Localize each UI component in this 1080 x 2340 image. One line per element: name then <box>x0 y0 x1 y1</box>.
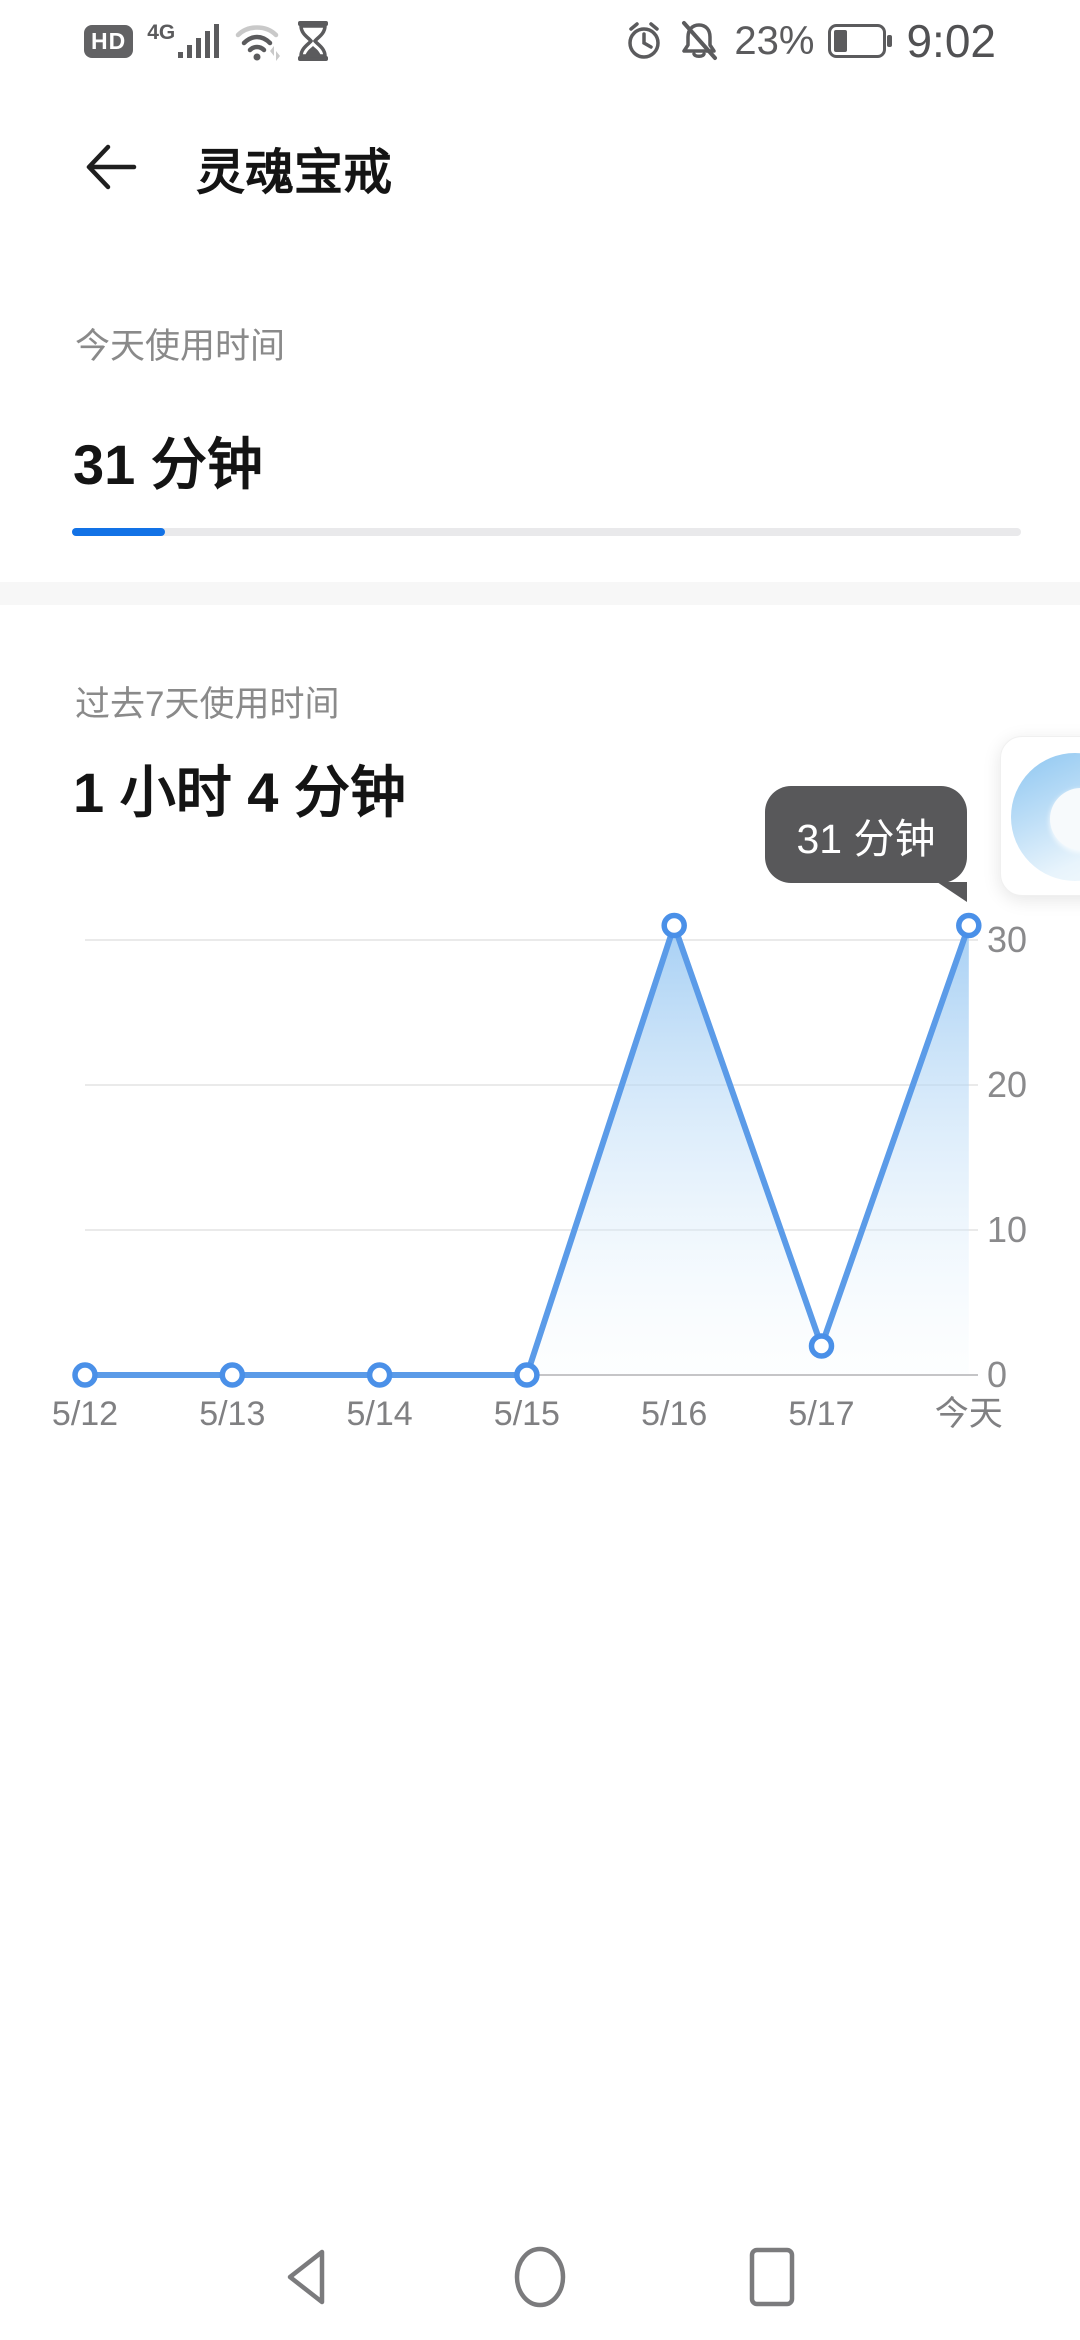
back-button[interactable] <box>76 135 140 199</box>
status-bar-right: 23% 9:02 <box>624 14 996 68</box>
usage-progress-fill <box>72 528 165 536</box>
today-usage-value: 31 分钟 <box>73 433 263 496</box>
floating-ball-center-icon <box>1050 788 1080 850</box>
wifi-icon <box>236 25 281 61</box>
signal-bars-icon <box>178 24 220 58</box>
back-arrow-icon <box>86 144 137 190</box>
header: 灵魂宝戒 <box>0 127 1080 219</box>
nav-back-button[interactable] <box>278 2242 334 2312</box>
status-bar: HD 4G <box>0 0 1080 82</box>
svg-text:10: 10 <box>987 1209 1027 1250</box>
nav-home-button[interactable] <box>512 2242 568 2312</box>
svg-text:今天: 今天 <box>935 1395 1003 1433</box>
section-divider <box>0 582 1080 605</box>
nav-home-circle-icon <box>514 2246 566 2308</box>
usage-chart-svg[interactable]: 0 10 20 30 5/12 5/13 5/14 5/15 5/16 5/17 今天 <box>0 880 1080 1440</box>
chart-tooltip-tail-icon <box>937 882 967 902</box>
svg-text:5/13: 5/13 <box>199 1395 265 1433</box>
status-bar-left: HD 4G <box>84 21 330 61</box>
hourglass-icon <box>298 21 329 61</box>
svg-text:5/14: 5/14 <box>347 1395 413 1433</box>
today-usage-label: 今天使用时间 <box>75 327 286 366</box>
chart-tooltip-text: 31 分钟 <box>796 815 936 862</box>
battery-percent-label: 23% <box>734 18 815 63</box>
mute-bell-icon <box>682 21 718 60</box>
week-usage-value: 1 小时 4 分钟 <box>73 761 406 824</box>
floating-bubble-window[interactable] <box>1000 736 1080 896</box>
chart-tooltip: 31 分钟 <box>765 786 967 902</box>
cellular-signal-icon: 4G <box>147 21 220 59</box>
svg-text:30: 30 <box>987 919 1027 960</box>
nav-recents-square-icon <box>749 2247 795 2307</box>
alarm-icon <box>628 22 661 59</box>
svg-text:0: 0 <box>987 1354 1007 1395</box>
clock-label: 9:02 <box>906 15 996 67</box>
svg-text:5/16: 5/16 <box>641 1395 707 1433</box>
nav-back-triangle-icon <box>287 2249 325 2305</box>
usage-progress-track <box>72 528 1021 536</box>
svg-text:5/17: 5/17 <box>788 1395 854 1433</box>
svg-text:5/12: 5/12 <box>52 1395 118 1433</box>
navigation-bar <box>0 2216 1080 2340</box>
page-title: 灵魂宝戒 <box>196 146 393 200</box>
hd-icon: HD <box>84 24 134 58</box>
floating-ball-icon <box>1011 753 1080 881</box>
network-type-label: 4G <box>147 21 176 44</box>
week-usage-label: 过去7天使用时间 <box>75 685 340 724</box>
nav-recents-button[interactable] <box>744 2242 800 2312</box>
svg-text:5/15: 5/15 <box>494 1395 560 1433</box>
svg-text:20: 20 <box>987 1064 1027 1105</box>
battery-icon <box>828 24 893 58</box>
